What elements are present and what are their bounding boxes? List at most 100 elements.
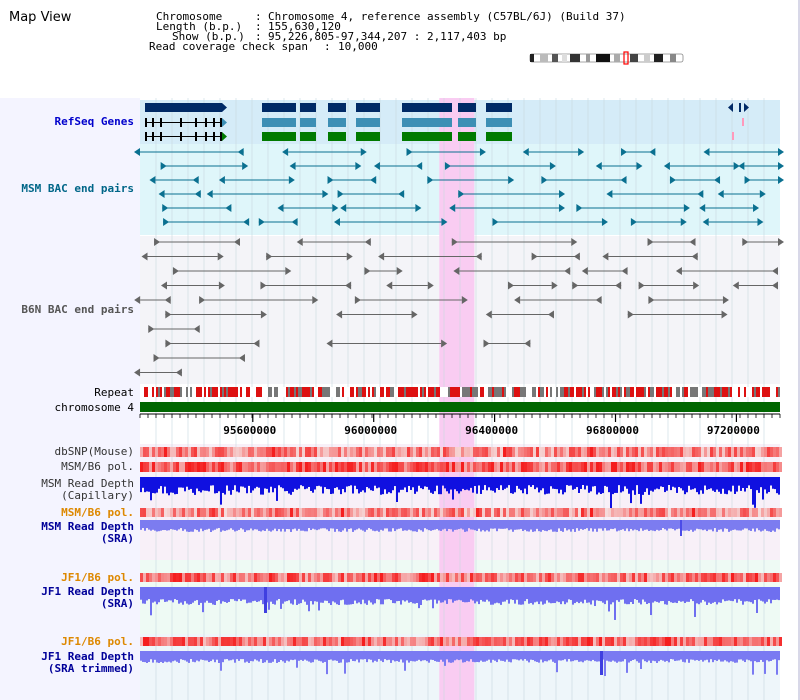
polymorphism-cell xyxy=(437,573,440,582)
read-depth-bar xyxy=(644,587,646,602)
polymorphism-cell xyxy=(206,508,209,517)
read-depth-bar xyxy=(588,651,590,661)
read-depth-bar xyxy=(410,520,412,531)
track-label-jf1-b6-pol[interactable]: JF1/B6 pol. xyxy=(61,571,134,584)
bac-end-marker xyxy=(524,339,531,348)
read-depth-bar xyxy=(342,477,344,490)
read-depth-bar xyxy=(424,651,426,661)
repeat-segment xyxy=(530,387,532,397)
polymorphism-cell xyxy=(485,462,488,472)
polymorphism-cell xyxy=(152,637,155,646)
polymorphism-cell xyxy=(626,462,629,472)
polymorphism-cell xyxy=(554,637,557,646)
polymorphism-cell xyxy=(647,573,650,582)
read-depth-bar xyxy=(418,651,420,660)
ideogram-position-marker xyxy=(623,51,629,65)
refseq-gene-exon xyxy=(328,118,346,127)
repeat-segment xyxy=(646,387,648,397)
polymorphism-cell xyxy=(428,447,431,457)
read-depth-bar xyxy=(372,651,374,663)
track-label-dbsnp-mouse[interactable]: dbSNP(Mouse) xyxy=(54,445,134,458)
polymorphism-cell xyxy=(644,447,647,457)
polymorphism-cell xyxy=(146,462,149,472)
read-depth-bar xyxy=(766,651,768,661)
polymorphism-cell xyxy=(683,462,686,472)
polymorphism-cell xyxy=(221,447,224,457)
read-depth-bar xyxy=(308,651,310,662)
repeat-segment xyxy=(764,387,766,397)
bac-end-marker xyxy=(697,190,704,198)
polymorphism-cell xyxy=(215,462,218,472)
polymorphism-cell xyxy=(488,573,491,582)
track-label-msm-bac-end-pairs[interactable]: MSM BAC end pairs xyxy=(21,182,134,195)
bac-end-marker xyxy=(193,325,200,333)
read-depth-bar xyxy=(150,651,152,660)
read-depth-bar xyxy=(334,477,336,489)
read-depth-bar xyxy=(190,520,192,532)
polymorphism-cell xyxy=(455,573,458,582)
polymorphism-cell xyxy=(170,508,173,517)
polymorphism-cell xyxy=(380,447,383,457)
track-label-jf1-read-depth-sra[interactable]: JF1 Read Depth xyxy=(41,585,134,598)
track-label-jf1-b6-pol-trimmed[interactable]: JF1/B6 pol. xyxy=(61,635,134,648)
read-depth-bar xyxy=(564,587,566,605)
polymorphism-cell xyxy=(512,447,515,457)
read-depth-bar xyxy=(308,477,310,487)
repeat-segment xyxy=(330,387,332,397)
polymorphism-cell xyxy=(776,637,779,646)
polymorphism-cell xyxy=(413,637,416,646)
read-depth-bar xyxy=(384,477,386,490)
read-depth-bar xyxy=(686,477,688,493)
polymorphism-cell xyxy=(614,508,617,517)
repeat-segment xyxy=(242,387,244,397)
polymorphism-cell xyxy=(725,462,728,472)
track-label-jf1-read-depth-trimmed[interactable]: JF1 Read Depth xyxy=(41,650,134,663)
read-depth-bar xyxy=(406,587,408,601)
read-depth-bar xyxy=(262,520,264,531)
read-depth-bar xyxy=(344,477,346,493)
polymorphism-cell xyxy=(242,508,245,517)
track-label-msm-b6-pol-sra[interactable]: MSM/B6 pol. xyxy=(61,506,134,519)
read-depth-bar xyxy=(390,587,392,601)
read-depth-bar xyxy=(760,651,762,660)
polymorphism-cell xyxy=(569,447,572,457)
polymorphism-cell xyxy=(209,447,212,457)
read-depth-bar xyxy=(456,651,458,660)
read-depth-bar xyxy=(226,477,228,486)
track-label-msm-read-depth-sra[interactable]: MSM Read Depth xyxy=(41,520,134,533)
read-depth-bar xyxy=(204,651,206,661)
track-label-msm-read-depth-capillary[interactable]: MSM Read Depth xyxy=(41,477,134,490)
read-depth-bar xyxy=(450,477,452,490)
read-depth-bar xyxy=(646,477,648,489)
repeat-segment xyxy=(570,387,572,397)
read-depth-bar xyxy=(460,651,462,660)
read-depth-bar xyxy=(212,587,214,605)
polymorphism-cell xyxy=(638,573,641,582)
polymorphism-cell xyxy=(575,462,578,472)
polymorphism-cell xyxy=(398,573,401,582)
read-depth-bar xyxy=(658,651,660,662)
polymorphism-cell xyxy=(554,462,557,472)
read-depth-bar xyxy=(648,520,650,531)
polymorphism-cell xyxy=(557,637,560,646)
track-label-refseq-genes[interactable]: RefSeq Genes xyxy=(54,115,134,128)
polymorphism-cell xyxy=(692,508,695,517)
polymorphism-cell xyxy=(617,637,620,646)
repeat-segment xyxy=(164,387,166,397)
track-label-msm-b6-pol[interactable]: MSM/B6 pol. xyxy=(61,460,134,473)
read-depth-bar xyxy=(264,520,266,531)
read-depth-bar xyxy=(528,587,530,604)
read-depth-bar xyxy=(184,651,186,661)
read-depth-bar xyxy=(738,520,740,531)
polymorphism-cell xyxy=(659,462,662,472)
read-depth-bar xyxy=(140,587,142,600)
read-depth-bar xyxy=(284,477,286,492)
read-depth-bar xyxy=(474,651,476,663)
repeat-segment xyxy=(588,387,590,397)
polymorphism-cell xyxy=(152,573,155,582)
polymorphism-cell xyxy=(734,447,737,457)
track-label-b6n-bac-end-pairs[interactable]: B6N BAC end pairs xyxy=(21,303,134,316)
read-depth-bar xyxy=(430,477,432,493)
read-depth-bar xyxy=(404,651,406,671)
read-depth-bar xyxy=(598,587,600,601)
